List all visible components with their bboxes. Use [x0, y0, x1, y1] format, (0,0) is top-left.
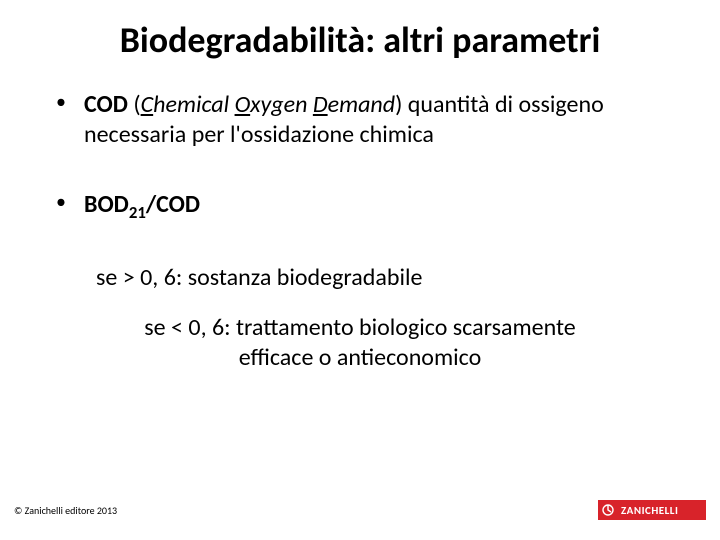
cod-o: O — [235, 90, 251, 119]
publisher-logo: ZANICHELLI — [598, 500, 706, 520]
footer: © Zanichelli editore 2013 ZANICHELLI — [0, 500, 720, 520]
subline-biodegradable: se > 0, 6: sostanza biodegradabile — [96, 263, 672, 293]
bullet-cod: COD (Chemical Oxygen Demand) quantità di… — [84, 90, 672, 150]
bod-post: /COD — [146, 190, 200, 219]
paren-open: ( — [133, 90, 140, 119]
cod-d: D — [313, 90, 328, 119]
copyright-text: © Zanichelli editore 2013 — [14, 504, 117, 517]
cod-rest3: emand — [328, 90, 395, 119]
bod-sub: 21 — [129, 202, 146, 223]
slide-title: Biodegradabilità: altri parametri — [48, 18, 672, 62]
logo-mark-icon — [598, 500, 618, 520]
bod-pre: BOD — [84, 190, 129, 219]
bullet-bodcod: BOD21/COD — [84, 190, 672, 223]
cod-c: C — [141, 90, 154, 119]
cod-rest2: xygen — [250, 90, 313, 119]
subline-noneffective: se < 0, 6: trattamento biologico scarsam… — [48, 313, 672, 373]
cod-rest1: hemical — [153, 90, 234, 119]
slide: Biodegradabilità: altri parametri COD (C… — [0, 0, 720, 540]
cod-abbr: COD — [84, 90, 128, 119]
logo-text: ZANICHELLI — [618, 500, 706, 520]
bullet-list: COD (Chemical Oxygen Demand) quantità di… — [48, 90, 672, 223]
